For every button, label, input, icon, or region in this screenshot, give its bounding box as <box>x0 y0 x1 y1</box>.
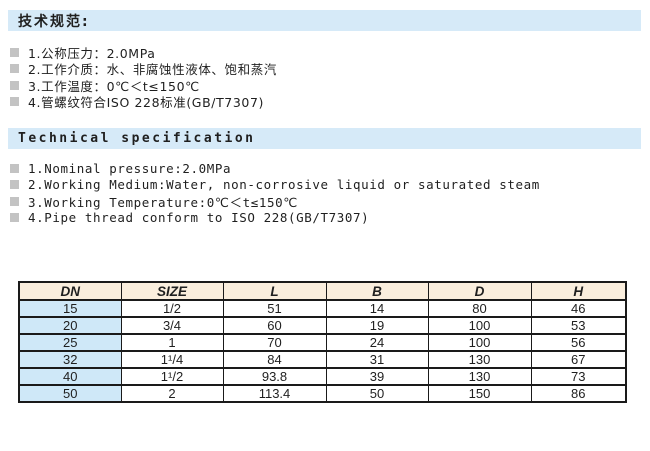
table-header-cell: DN <box>18 281 122 301</box>
table-cell: 73 <box>530 367 627 386</box>
table-cell: 50 <box>325 384 429 403</box>
table-cell: 1¹/4 <box>120 350 224 369</box>
spec-item: 4.Pipe thread conform to ISO 228(GB/T730… <box>10 210 650 227</box>
spec-item: 2.Working Medium:Water, non-corrosive li… <box>10 177 650 194</box>
spec-item-text: 3.工作温度：0℃＜t≤150℃ <box>28 78 200 94</box>
table-cell: 130 <box>427 367 532 386</box>
spec-item: 4.管螺纹符合ISO 228标准(GB/T7307) <box>10 94 650 111</box>
table-cell: 46 <box>530 299 627 318</box>
spec-item-text: 4.Pipe thread conform to ISO 228(GB/T730… <box>28 210 370 226</box>
bullet-square-icon <box>10 196 19 206</box>
table-cell-dn: 20 <box>18 316 122 335</box>
table-cell: 150 <box>427 384 532 403</box>
en-section-title: Technical specification <box>18 131 256 146</box>
spec-document-page: { "colors": { "section_bar_bg": "#d6eaf8… <box>0 10 650 451</box>
table-cell: 1/2 <box>120 299 224 318</box>
en-section-header: Technical specification <box>8 128 641 149</box>
table-row: 32 1¹/4 84 31 130 67 <box>18 350 627 369</box>
table-cell: 2 <box>120 384 224 403</box>
bullet-square-icon <box>10 97 19 107</box>
table-cell: 1 <box>120 333 224 352</box>
table-header-cell: SIZE <box>120 281 224 301</box>
table-cell-dn: 32 <box>18 350 122 369</box>
spec-item: 3.Working Temperature:0℃＜t≤150℃ <box>10 193 650 210</box>
spec-item-text: 4.管螺纹符合ISO 228标准(GB/T7307) <box>28 95 264 111</box>
table-cell: 84 <box>222 350 327 369</box>
table-cell: 100 <box>427 333 532 352</box>
table-cell-dn: 50 <box>18 384 122 403</box>
dimensions-table: DN SIZE L B D H 15 1/2 51 14 80 46 20 3/… <box>18 281 627 403</box>
table-row: 20 3/4 60 19 100 53 <box>18 316 627 335</box>
table-header-row: DN SIZE L B D H <box>18 281 627 301</box>
cn-section-header: 技术规范: <box>8 10 641 31</box>
table-cell: 93.8 <box>222 367 327 386</box>
bullet-square-icon <box>10 180 19 190</box>
bullet-square-icon <box>10 80 19 90</box>
table-cell: 60 <box>222 316 327 335</box>
table-cell: 53 <box>530 316 627 335</box>
cn-section-title: 技术规范: <box>18 13 90 30</box>
table-cell: 113.4 <box>222 384 327 403</box>
spec-item: 2.工作介质：水、非腐蚀性液体、饱和蒸汽 <box>10 61 650 78</box>
spec-item-text: 2.工作介质：水、非腐蚀性液体、饱和蒸汽 <box>28 62 277 78</box>
table-cell: 51 <box>222 299 327 318</box>
bullet-square-icon <box>10 213 19 223</box>
table-cell: 70 <box>222 333 327 352</box>
bullet-square-icon <box>10 47 19 57</box>
table-cell: 3/4 <box>120 316 224 335</box>
table-cell: 31 <box>325 350 429 369</box>
table-cell: 100 <box>427 316 532 335</box>
table-cell: 14 <box>325 299 429 318</box>
table-row: 15 1/2 51 14 80 46 <box>18 299 627 318</box>
spec-item-text: 1.Nominal pressure:2.0MPa <box>28 160 232 176</box>
table-cell: 39 <box>325 367 429 386</box>
table-cell: 24 <box>325 333 429 352</box>
spec-item-text: 2.Working Medium:Water, non-corrosive li… <box>28 177 540 193</box>
cn-spec-list: 1.公称压力：2.0MPa 2.工作介质：水、非腐蚀性液体、饱和蒸汽 3.工作温… <box>10 44 650 110</box>
bullet-square-icon <box>10 163 19 173</box>
bullet-square-icon <box>10 64 19 74</box>
spec-item: 1.公称压力：2.0MPa <box>10 44 650 61</box>
table-header-cell: L <box>222 281 327 301</box>
table-cell-dn: 15 <box>18 299 122 318</box>
table-cell: 86 <box>530 384 627 403</box>
table-row: 25 1 70 24 100 56 <box>18 333 627 352</box>
table-cell-dn: 40 <box>18 367 122 386</box>
spec-item: 1.Nominal pressure:2.0MPa <box>10 160 650 177</box>
table-row: 50 2 113.4 50 150 86 <box>18 384 627 403</box>
table-header-cell: H <box>530 281 627 301</box>
table-cell: 80 <box>427 299 532 318</box>
table-row: 40 1¹/2 93.8 39 130 73 <box>18 367 627 386</box>
table-cell-dn: 25 <box>18 333 122 352</box>
spec-item: 3.工作温度：0℃＜t≤150℃ <box>10 77 650 94</box>
table-cell: 1¹/2 <box>120 367 224 386</box>
table-header-cell: D <box>427 281 532 301</box>
table-cell: 130 <box>427 350 532 369</box>
table-cell: 19 <box>325 316 429 335</box>
table-header-cell: B <box>325 281 429 301</box>
spec-item-text: 1.公称压力：2.0MPa <box>28 45 156 61</box>
spec-item-text: 3.Working Temperature:0℃＜t≤150℃ <box>28 194 298 210</box>
en-spec-list: 1.Nominal pressure:2.0MPa 2.Working Medi… <box>10 160 650 226</box>
table-cell: 56 <box>530 333 627 352</box>
table-cell: 67 <box>530 350 627 369</box>
